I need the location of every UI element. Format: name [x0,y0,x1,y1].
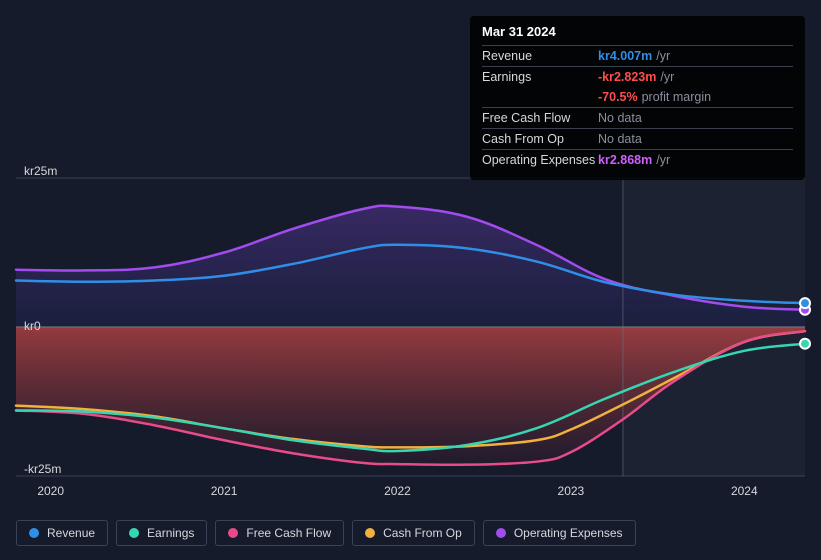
tooltip-row-label: Operating Expenses [482,153,598,167]
legend-item-earnings[interactable]: Earnings [116,520,207,546]
legend-item-free_cash_flow[interactable]: Free Cash Flow [215,520,344,546]
legend-item-cash_from_op[interactable]: Cash From Op [352,520,475,546]
tooltip-row: Revenuekr4.007m/yr [482,45,793,66]
legend-label: Cash From Op [383,526,462,540]
tooltip-row-unit: /yr [660,70,674,84]
legend-item-operating_expenses[interactable]: Operating Expenses [483,520,636,546]
tooltip-row-label: Free Cash Flow [482,111,598,125]
tooltip-row: Operating Expenseskr2.868m/yr [482,149,793,170]
legend-dot-icon [129,528,139,538]
endpoint-earnings [800,339,810,349]
y-tick-label: -kr25m [24,462,61,476]
legend-dot-icon [365,528,375,538]
x-tick-label: 2022 [384,484,411,498]
tooltip-nodata: No data [598,111,642,125]
chart-legend: Revenue Earnings Free Cash Flow Cash From O… [16,520,636,546]
tooltip-row-value: kr2.868m [598,153,652,167]
tooltip-row-value: -kr2.823m [598,70,656,84]
x-tick-label: 2024 [731,484,758,498]
tooltip-row-unit: /yr [656,49,670,63]
legend-item-revenue[interactable]: Revenue [16,520,108,546]
tooltip-row-label: Revenue [482,49,598,63]
tooltip-row: Earnings-kr2.823m/yr [482,66,793,87]
x-tick-label: 2020 [37,484,64,498]
legend-label: Free Cash Flow [246,526,331,540]
tooltip-row-value: -70.5% [598,90,638,104]
tooltip-rows: Revenuekr4.007m/yrEarnings-kr2.823m/yr-7… [482,45,793,170]
y-tick-label: kr25m [24,164,57,178]
legend-dot-icon [228,528,238,538]
legend-label: Operating Expenses [514,526,623,540]
legend-dot-icon [29,528,39,538]
y-tick-label: kr0 [24,319,41,333]
tooltip-row-label: Earnings [482,70,598,84]
tooltip-date: Mar 31 2024 [482,24,793,39]
tooltip-row: Free Cash FlowNo data [482,107,793,128]
tooltip-row-label: Cash From Op [482,132,598,146]
legend-dot-icon [496,528,506,538]
legend-label: Revenue [47,526,95,540]
financial-chart: kr25m kr0 -kr25m 2020 2021 2022 2023 2024 Mar … [0,0,821,560]
endpoint-revenue [800,298,810,308]
tooltip-row-unit: profit margin [642,90,711,104]
x-tick-label: 2023 [558,484,585,498]
chart-tooltip: Mar 31 2024 Revenuekr4.007m/yrEarnings-k… [470,16,805,180]
x-tick-label: 2021 [211,484,238,498]
tooltip-row-value: kr4.007m [598,49,652,63]
tooltip-row-unit: /yr [656,153,670,167]
tooltip-nodata: No data [598,132,642,146]
legend-label: Earnings [147,526,194,540]
tooltip-row: Cash From OpNo data [482,128,793,149]
tooltip-row: -70.5% profit margin [482,87,793,107]
tooltip-row-label [482,90,598,104]
